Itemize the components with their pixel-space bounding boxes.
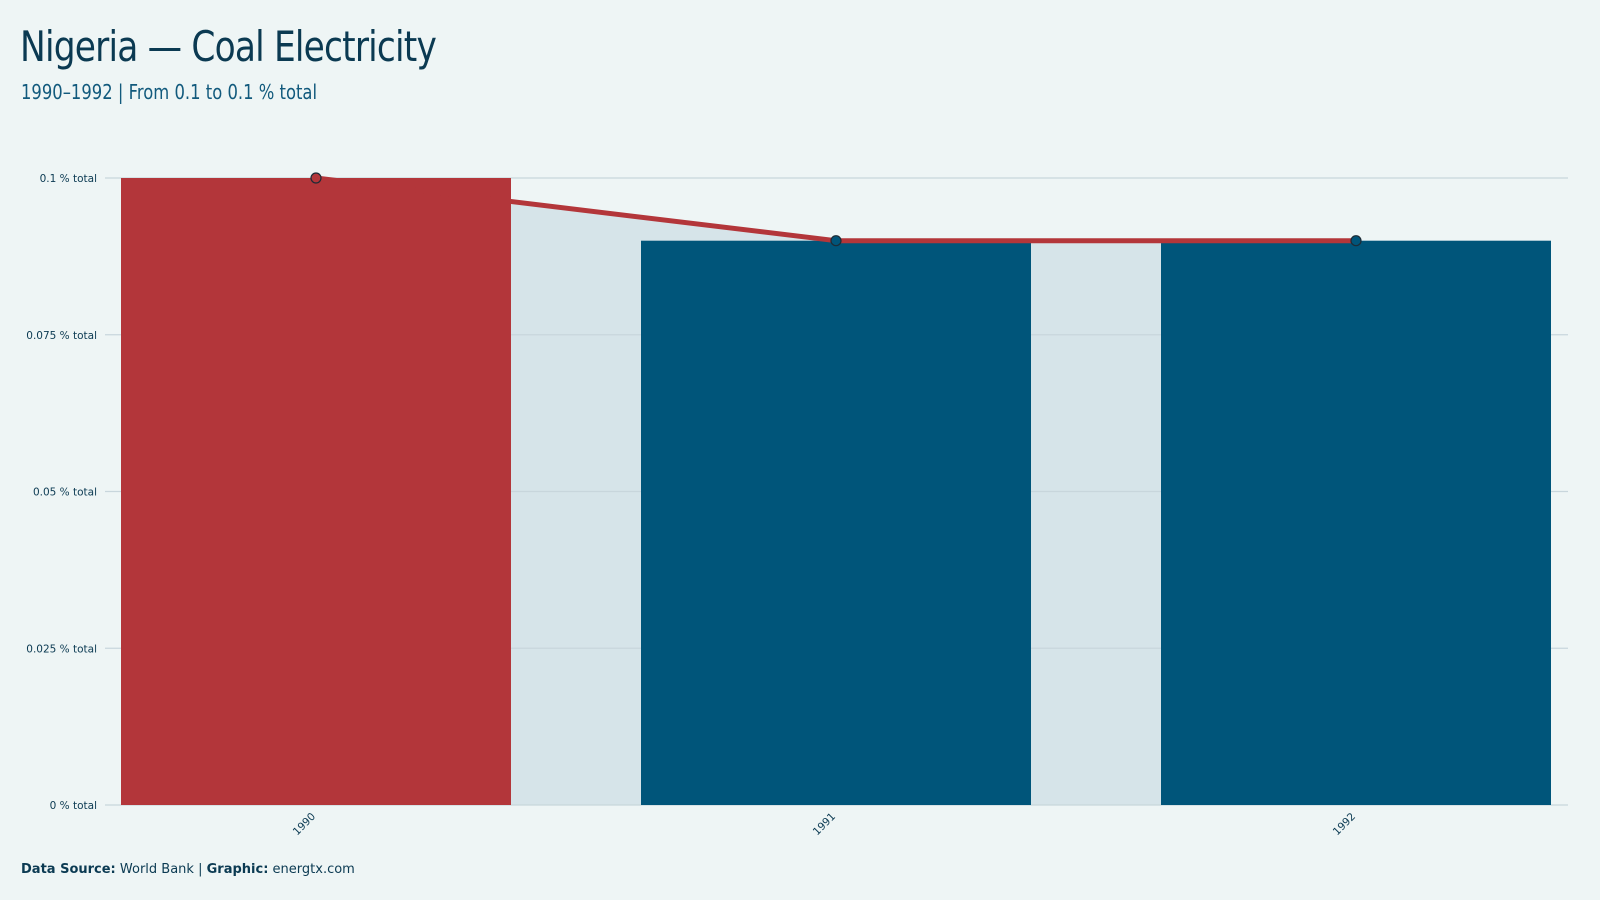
bar-1992 — [1161, 240, 1551, 805]
chart-footer: Data Source: World Bank | Graphic: energ… — [21, 862, 355, 877]
data-point-1991 — [830, 235, 842, 247]
x-tick-label: 1992 — [1331, 811, 1358, 838]
y-tick-label: 0.075 % total — [26, 330, 97, 342]
y-tick-label: 0.025 % total — [26, 643, 97, 655]
graphic-value: energtx.com — [272, 862, 355, 877]
bar-1991 — [641, 240, 1031, 805]
x-tick-label: 1990 — [291, 811, 318, 838]
y-tick-label: 0.05 % total — [33, 487, 97, 499]
data-point-1990 — [310, 172, 322, 184]
chart-subtitle: 1990–1992 | From 0.1 to 0.1 % total — [21, 80, 318, 104]
source-value: World Bank — [119, 862, 194, 877]
data-point-1992 — [1350, 235, 1362, 247]
graphic-label: Graphic: — [206, 862, 269, 877]
y-tick-label: 0 % total — [50, 800, 97, 812]
y-tick-label: 0.1 % total — [40, 173, 97, 185]
chart-title: Nigeria — Coal Electricity — [20, 22, 437, 71]
x-tick-label: 1991 — [811, 811, 838, 838]
source-label: Data Source: — [21, 862, 116, 877]
footer-separator: | — [198, 862, 203, 877]
bar-1990 — [121, 178, 511, 805]
